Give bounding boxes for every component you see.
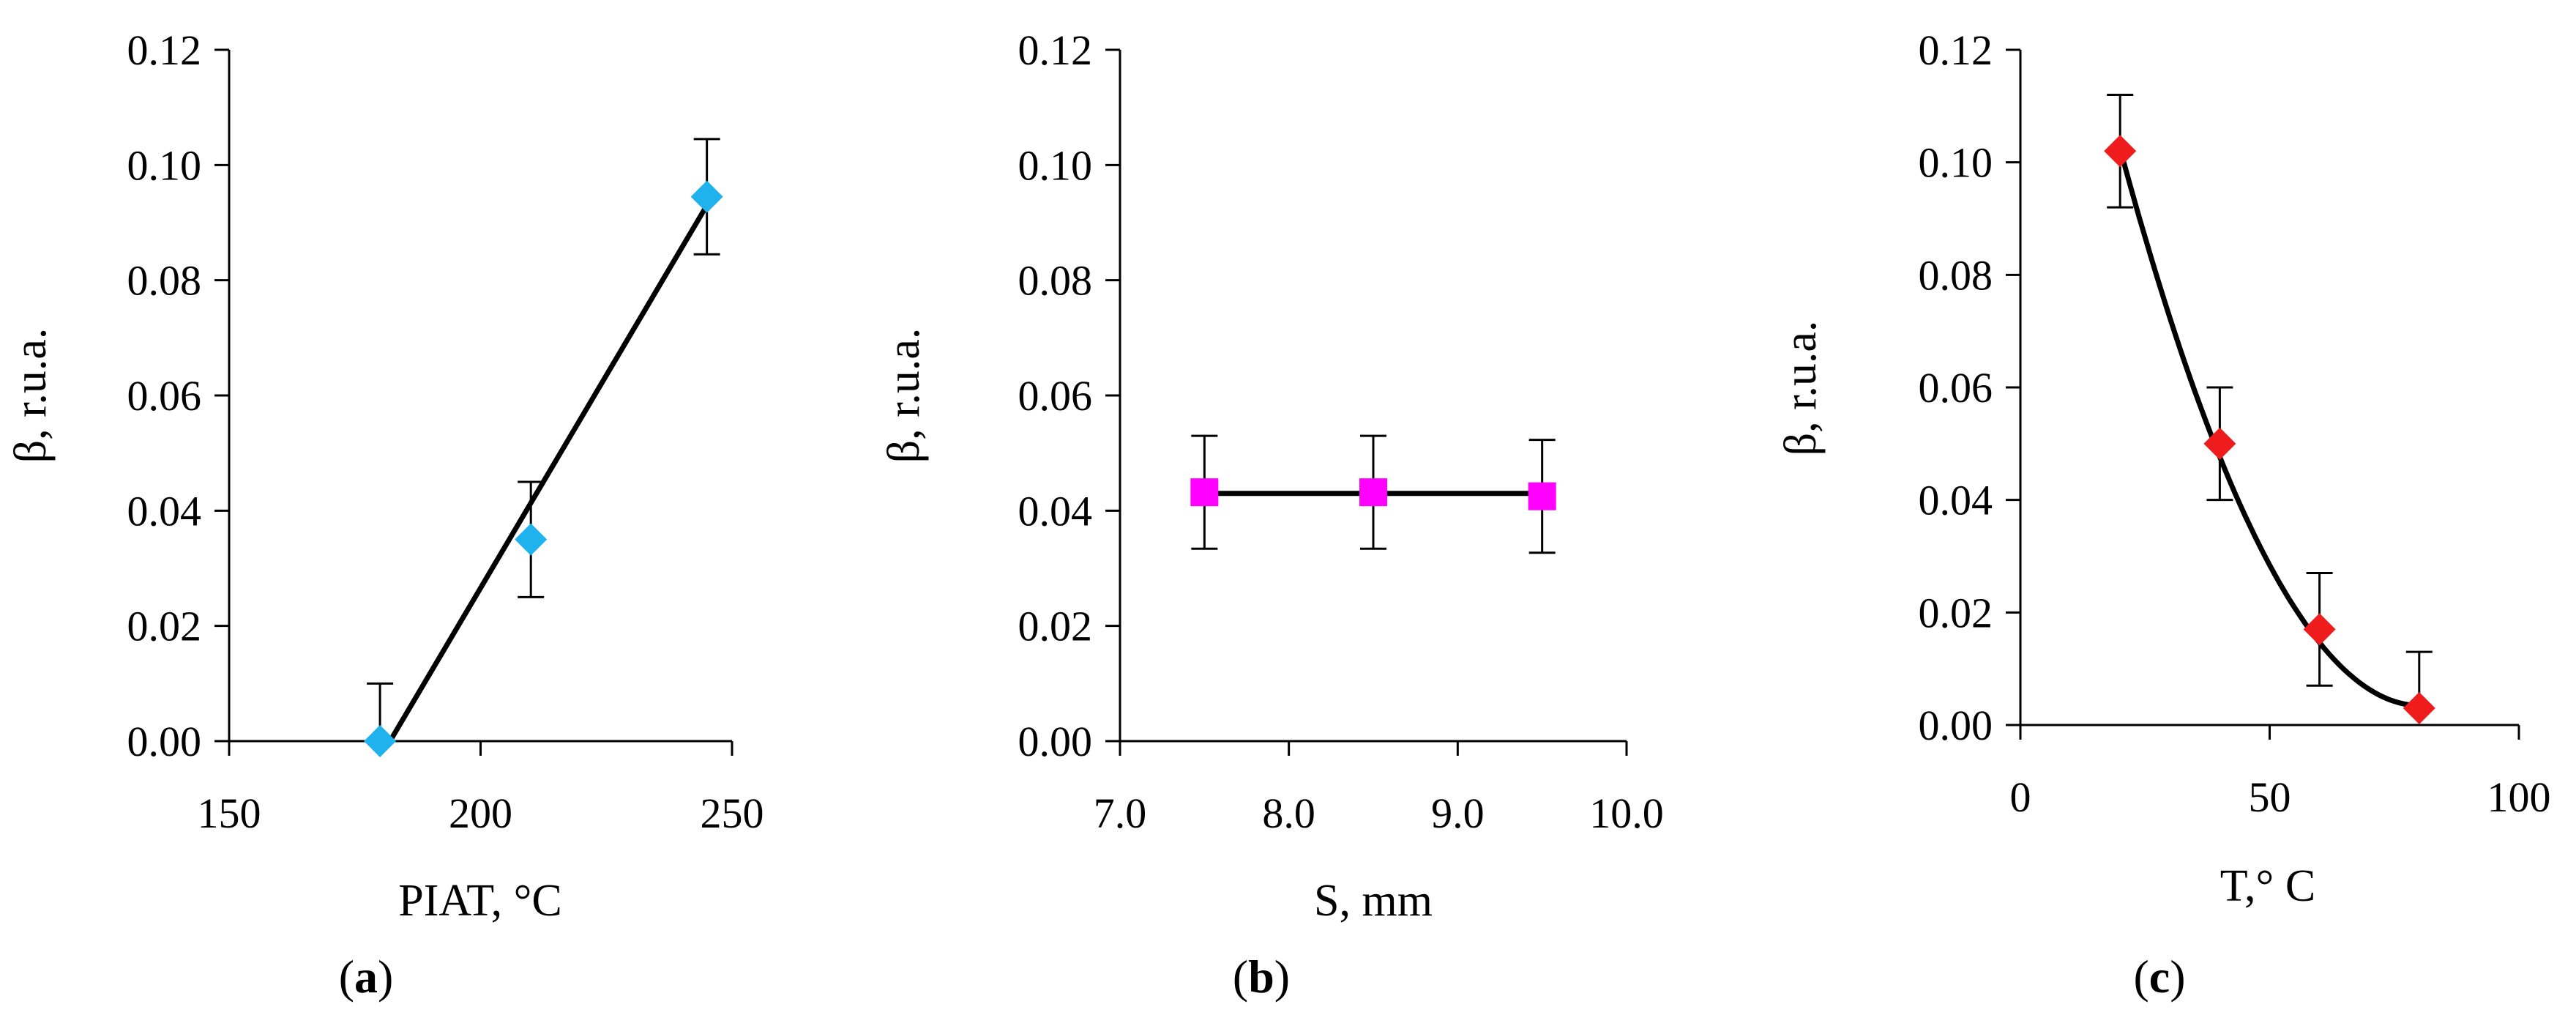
x-tick-label: 150 xyxy=(198,789,261,837)
y-axis-title: β, r.u.a. xyxy=(1776,321,1826,456)
y-tick-label: 0.12 xyxy=(127,26,202,74)
x-tick-label: 9.0 xyxy=(1431,789,1485,837)
data-point xyxy=(2104,135,2137,168)
y-axis-title: β, r.u.a. xyxy=(6,328,56,464)
chart-panel-a: 0.00 0.02 0.04 0.06 0.08 0.10 0.12 150 200 250 PIA… xyxy=(6,26,764,1003)
y-tick-label: 0.02 xyxy=(1919,589,1993,636)
y-tick-label: 0.10 xyxy=(1919,139,1993,187)
y-tick-label: 0.08 xyxy=(1919,251,1993,299)
x-tick-label: 8.0 xyxy=(1262,789,1315,837)
y-tick-label: 0.04 xyxy=(127,487,202,535)
y-tick-label: 0.02 xyxy=(1018,603,1093,650)
y-tick-label: 0.04 xyxy=(1919,477,1993,524)
y-tick-label: 0.04 xyxy=(1018,487,1093,535)
x-tick-label: 100 xyxy=(2487,773,2551,821)
data-point xyxy=(1190,478,1219,507)
data-point xyxy=(2403,691,2435,724)
y-tick-label: 0.08 xyxy=(127,257,202,305)
data-point xyxy=(515,523,548,556)
y-tick-label: 0.06 xyxy=(1919,364,1993,412)
data-point xyxy=(690,180,723,213)
fit-line xyxy=(387,202,710,744)
y-tick-label: 0.00 xyxy=(1018,718,1093,765)
y-tick-label: 0.00 xyxy=(1919,702,1993,749)
x-axis-title: PIAT, °C xyxy=(398,876,561,926)
y-tick-label: 0.06 xyxy=(1018,372,1093,420)
data-point xyxy=(1528,482,1556,510)
x-tick-label: 250 xyxy=(701,789,764,837)
y-tick-label: 0.10 xyxy=(1018,141,1093,189)
y-tick-label: 0.00 xyxy=(127,718,202,765)
fit-line xyxy=(2117,146,2422,708)
x-axis-title: T,° C xyxy=(2220,861,2315,911)
x-axis-title: S, mm xyxy=(1314,876,1433,926)
x-tick-label: 0 xyxy=(2010,773,2031,821)
y-tick-label: 0.12 xyxy=(1018,26,1093,74)
data-point xyxy=(2303,613,2336,646)
x-tick-label: 7.0 xyxy=(1094,789,1147,837)
x-tick-label: 200 xyxy=(449,789,512,837)
y-tick-label: 0.12 xyxy=(1919,26,1993,74)
x-tick-label: 10.0 xyxy=(1589,789,1664,837)
panel-label: (c) xyxy=(2133,951,2185,1003)
x-tick-label: 50 xyxy=(2249,773,2291,821)
y-tick-label: 0.08 xyxy=(1018,257,1093,305)
data-point xyxy=(1359,478,1387,507)
y-axis-title: β, r.u.a. xyxy=(879,328,929,464)
data-point xyxy=(2203,427,2236,460)
panel-label: (a) xyxy=(339,951,394,1003)
chart-panel-b: 0.00 0.02 0.04 0.06 0.08 0.10 0.12 7.0 8.0 9.0 10.… xyxy=(879,26,1664,1003)
data-point xyxy=(364,725,397,757)
chart-panel-c: 0.00 0.02 0.04 0.06 0.08 0.10 0.12 0 50 100 T,° C β… xyxy=(1776,26,2551,1003)
y-tick-label: 0.10 xyxy=(127,141,202,189)
panel-label: (b) xyxy=(1233,951,1290,1003)
y-tick-label: 0.06 xyxy=(127,372,202,420)
y-tick-label: 0.02 xyxy=(127,603,202,650)
